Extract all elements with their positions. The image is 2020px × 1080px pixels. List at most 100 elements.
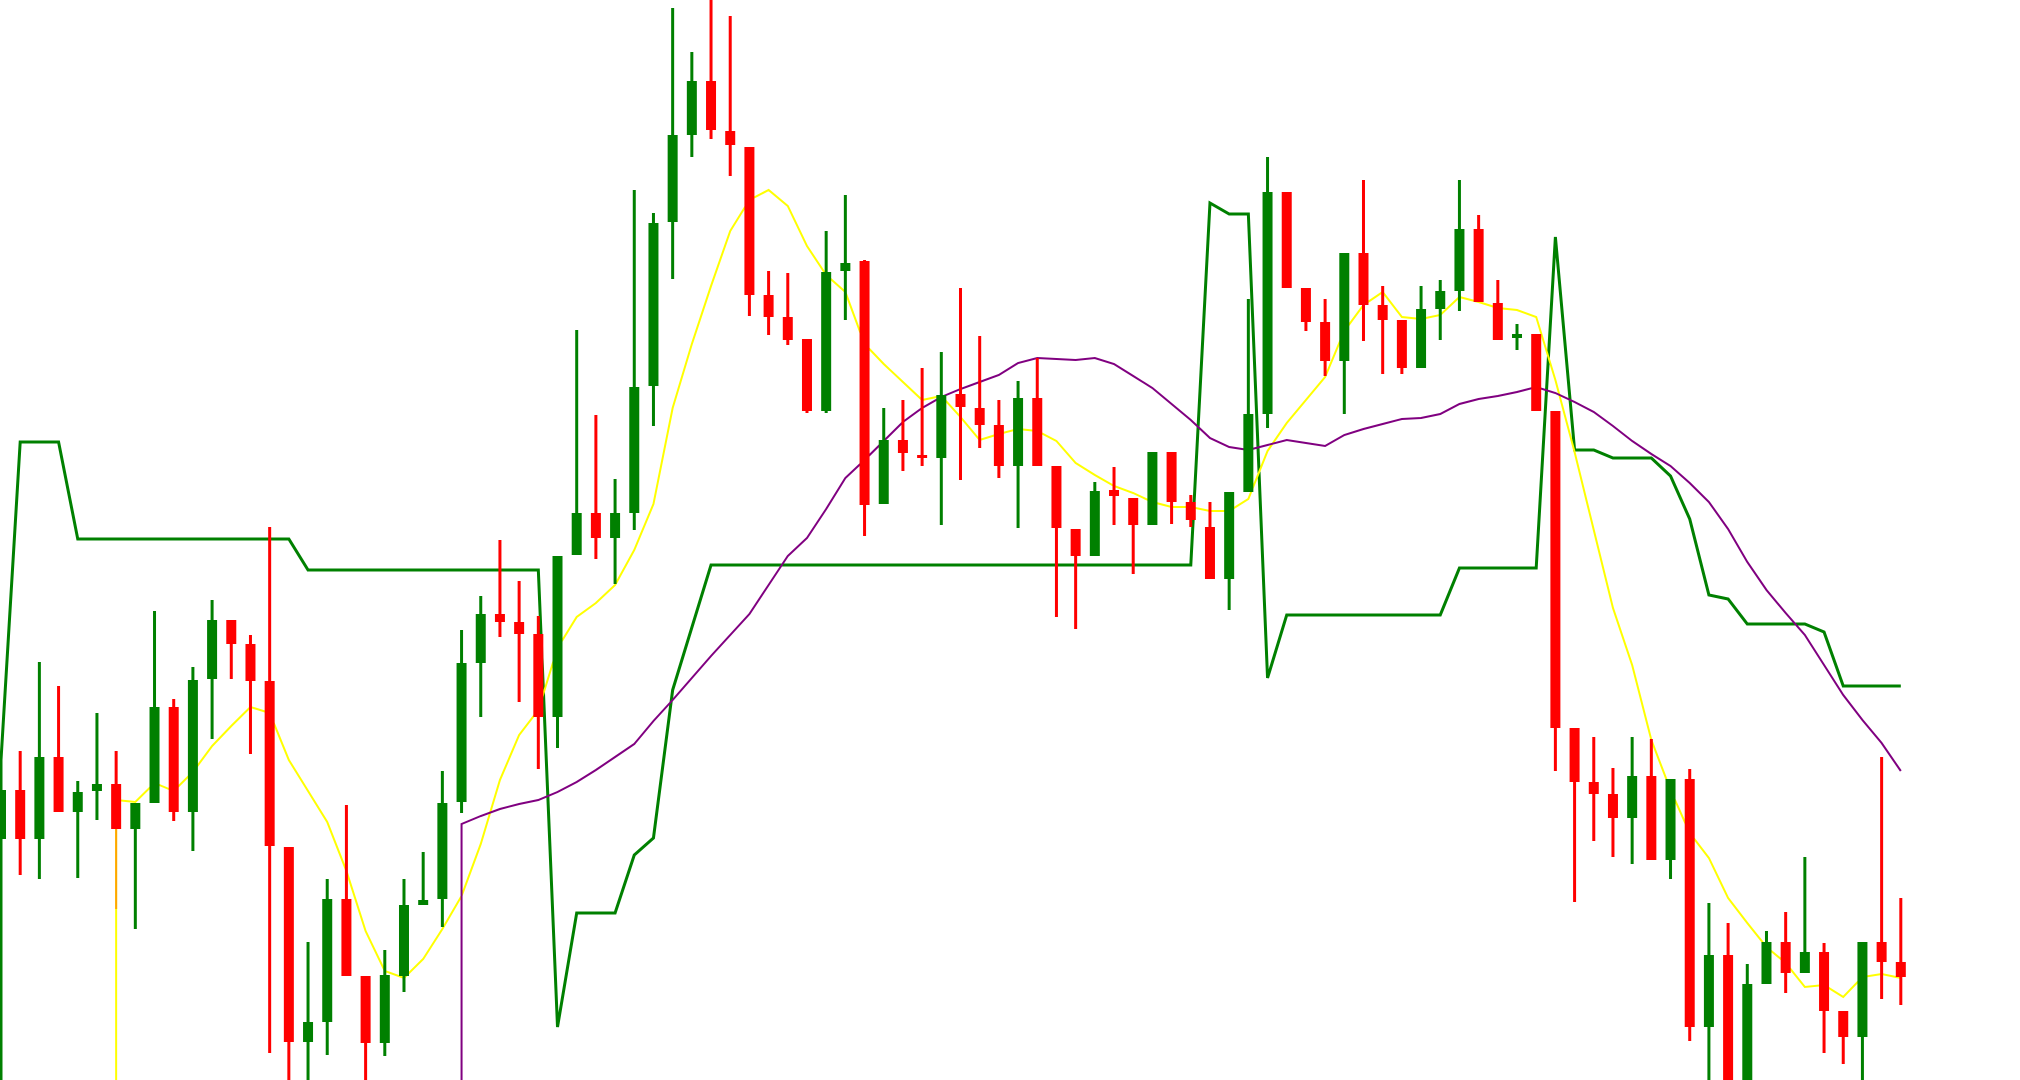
candle xyxy=(1569,728,1580,902)
candle xyxy=(1416,286,1427,368)
candle-body xyxy=(1531,334,1542,411)
candle xyxy=(226,620,237,679)
candle-body xyxy=(1339,253,1350,361)
candle-body xyxy=(840,263,851,271)
candle xyxy=(34,662,45,879)
candle-body xyxy=(1396,320,1407,368)
candle xyxy=(379,950,390,1056)
candle xyxy=(974,336,985,448)
candle xyxy=(1588,737,1599,841)
candle xyxy=(1703,903,1714,1080)
candle xyxy=(1396,320,1407,374)
candle xyxy=(859,260,870,536)
step-line-layer xyxy=(0,200,1901,1080)
candle xyxy=(1627,737,1638,864)
candle xyxy=(1531,334,1542,411)
candle-body xyxy=(1128,498,1139,525)
candle-body xyxy=(878,440,889,504)
ma-slow-line xyxy=(460,356,1902,1080)
candle-body xyxy=(53,757,64,812)
candle xyxy=(149,611,160,803)
candle xyxy=(341,805,352,976)
candle xyxy=(1204,502,1215,579)
candle-body xyxy=(686,81,697,135)
candle xyxy=(706,0,717,139)
candle xyxy=(1742,964,1753,1080)
candle-body xyxy=(917,455,928,458)
candle-body xyxy=(341,899,352,976)
candle-body xyxy=(936,395,947,458)
candle-body xyxy=(226,620,237,644)
candle-body xyxy=(91,784,102,791)
candle-body xyxy=(1473,229,1484,302)
candle-body xyxy=(398,905,409,976)
candle-body xyxy=(514,622,525,634)
candle-body xyxy=(782,317,793,340)
candle xyxy=(1358,180,1369,341)
candle-body xyxy=(1646,776,1657,860)
candle-body xyxy=(1876,942,1887,962)
candle xyxy=(398,879,409,992)
candle-body xyxy=(1070,529,1081,556)
candle xyxy=(1512,324,1523,350)
candle-body xyxy=(111,784,122,829)
candle-body xyxy=(1204,527,1215,579)
candle-body xyxy=(648,223,659,386)
candle xyxy=(1147,452,1158,525)
candle-body xyxy=(629,387,640,513)
candle xyxy=(72,781,83,878)
candle-body xyxy=(859,261,870,505)
candle-body xyxy=(1300,288,1311,322)
candle-body xyxy=(1492,303,1503,340)
candle-body xyxy=(533,634,544,717)
candle-body xyxy=(418,900,429,905)
candle-body xyxy=(744,147,755,295)
candle xyxy=(475,596,486,717)
candle xyxy=(303,942,314,1080)
candle xyxy=(936,352,947,525)
candle-body xyxy=(1435,291,1446,309)
candle xyxy=(1761,931,1772,984)
candle-body xyxy=(72,792,83,812)
candle xyxy=(15,751,26,875)
candles-layer xyxy=(0,0,1906,1080)
candle-body xyxy=(1857,942,1868,1037)
step-line xyxy=(0,200,1901,1080)
candle xyxy=(1799,857,1810,973)
candle xyxy=(1838,1011,1849,1064)
candle-body xyxy=(955,394,966,407)
candle-body xyxy=(1684,779,1695,1027)
candle xyxy=(1473,215,1484,302)
candle xyxy=(1377,286,1388,374)
candle-body xyxy=(1224,492,1235,579)
candle xyxy=(1665,779,1676,879)
candle xyxy=(1300,288,1311,331)
candle xyxy=(111,751,122,829)
candle xyxy=(1550,411,1561,771)
candle xyxy=(456,630,467,813)
candle xyxy=(418,852,429,905)
candle-body xyxy=(571,513,582,555)
candle-body xyxy=(1147,452,1158,525)
candle xyxy=(53,686,64,812)
candle-body xyxy=(1838,1011,1849,1037)
candle xyxy=(610,479,621,584)
candle xyxy=(514,581,525,702)
candle-body xyxy=(283,847,294,1042)
candle-body xyxy=(360,976,371,1043)
candle xyxy=(1492,280,1503,340)
candle-body xyxy=(1032,398,1043,466)
candle-body xyxy=(897,440,908,453)
candle xyxy=(494,540,505,637)
candle xyxy=(1128,498,1139,574)
candle-body xyxy=(974,408,985,425)
candle xyxy=(686,52,697,157)
candle-body xyxy=(168,707,179,812)
candle xyxy=(1051,466,1062,617)
candle xyxy=(571,330,582,555)
candle xyxy=(130,803,141,929)
candle-body xyxy=(187,680,198,812)
candle-body xyxy=(1627,776,1638,818)
candle-body xyxy=(34,757,45,839)
